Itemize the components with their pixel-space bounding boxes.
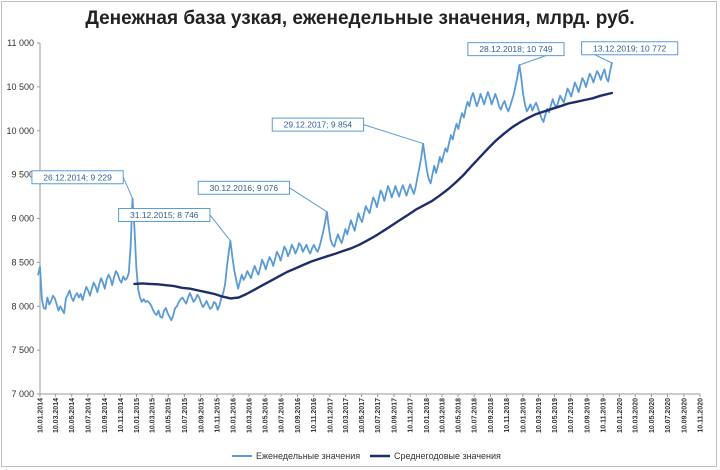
x-tick-label: 10.07.2016 — [279, 398, 286, 433]
annotation-label: 13.12.2019; 10 772 — [593, 43, 667, 53]
annotation-label: 28.12.2018; 10 749 — [479, 44, 553, 54]
x-tick-label: 10.11.2017 — [408, 398, 415, 433]
annotation-box — [31, 170, 124, 185]
annotation-label: 30.12.2016; 9 076 — [210, 183, 279, 193]
x-tick-label: 10.09.2020 — [681, 398, 688, 433]
y-tick-label: 7 500 — [11, 345, 34, 355]
x-tick-label: 10.05.2017 — [359, 398, 366, 433]
x-tick-label: 10.03.2019 — [536, 398, 543, 433]
x-axis-ticks: 10.01.2014 10.03.2014 10.05.2014 10.07.2014… — [38, 394, 705, 433]
y-tick-label: 10 500 — [6, 82, 34, 92]
x-tick-label: 10.11.2020 — [698, 398, 705, 433]
annual-average-line — [133, 91, 614, 300]
x-tick-label: 10.09.2015 — [198, 398, 205, 433]
y-tick-label: 8 500 — [11, 257, 34, 267]
annotation-box — [581, 41, 679, 56]
y-tick-label: 7 000 — [11, 389, 34, 399]
x-tick-label: 10.09.2019 — [585, 398, 592, 433]
x-tick-label: 10.07.2020 — [665, 398, 672, 433]
chart-title: Денежная база узкая, еженедельные значен… — [85, 8, 635, 29]
x-tick-label: 10.07.2015 — [182, 398, 189, 433]
x-tick-label: 10.11.2014 — [118, 398, 125, 433]
x-tick-label: 10.09.2016 — [295, 398, 302, 433]
x-tick-label: 10.05.2020 — [649, 398, 656, 433]
annotation-leader-line — [122, 177, 134, 199]
x-tick-label: 10.09.2017 — [392, 398, 399, 433]
x-tick-label: 10.09.2014 — [102, 398, 109, 433]
x-tick-label: 10.01.2015 — [134, 398, 141, 433]
y-tick-label: 10 000 — [6, 126, 34, 136]
x-tick-label: 10.03.2020 — [633, 398, 640, 433]
annotation-label: 31.12.2015; 8 746 — [130, 210, 199, 220]
x-tick-label: 10.07.2019 — [568, 398, 575, 433]
x-tick-label: 10.01.2019 — [520, 398, 527, 433]
x-tick-label: 10.03.2014 — [53, 398, 60, 433]
y-tick-label: 8 000 — [11, 301, 34, 311]
y-axis-ticks: 7 000 7 500 8 000 8 500 9 000 9 500 10 000 10 5… — [6, 38, 40, 399]
y-tick-label: 11 000 — [7, 38, 34, 48]
x-tick-label: 10.05.2016 — [263, 398, 270, 433]
x-tick-label: 10.03.2016 — [246, 398, 253, 433]
x-tick-label: 10.01.2014 — [38, 398, 45, 433]
legend-label-annual: Среднегодовые значения — [394, 451, 501, 461]
x-tick-label: 10.01.2018 — [424, 398, 431, 433]
x-tick-label: 10.09.2018 — [488, 398, 495, 433]
annotation-box — [197, 180, 291, 195]
x-tick-label: 10.05.2015 — [166, 398, 173, 433]
x-tick-label: 10.03.2015 — [150, 398, 157, 433]
x-tick-label: 10.03.2017 — [343, 398, 350, 433]
legend-label-weekly: Еженедельные значения — [256, 451, 360, 461]
annotation-leader-line — [363, 124, 424, 145]
series-layer — [37, 62, 614, 322]
x-tick-label: 10.03.2018 — [439, 398, 446, 433]
x-tick-label: 10.07.2018 — [472, 398, 479, 433]
annotation-box — [118, 207, 211, 222]
annotation-leader-line — [209, 214, 231, 242]
y-tick-label: 9 500 — [11, 170, 34, 180]
x-tick-label: 10.11.2019 — [601, 398, 608, 433]
x-tick-label: 10.11.2015 — [214, 398, 221, 433]
weekly-values-line — [37, 62, 613, 322]
x-tick-label: 10.01.2016 — [231, 398, 238, 433]
x-tick-label: 10.11.2016 — [311, 398, 318, 433]
annotation-label: 29.12.2017; 9 854 — [284, 120, 353, 130]
x-tick-label: 10.05.2019 — [552, 398, 559, 433]
annotation-layer: 26.12.2014; 9 229 31.12.2015; 8 746 30.12.… — [31, 41, 679, 242]
x-tick-label: 10.07.2014 — [85, 398, 92, 433]
annotation-label: 26.12.2014; 9 229 — [43, 172, 112, 182]
legend: Еженедельные значения Среднегодовые значе… — [232, 451, 501, 461]
x-tick-label: 10.05.2018 — [456, 398, 463, 433]
x-tick-label: 10.07.2017 — [375, 398, 382, 433]
x-tick-label: 10.01.2020 — [617, 398, 624, 433]
x-tick-label: 10.05.2014 — [69, 398, 76, 433]
x-tick-label: 10.01.2017 — [327, 398, 334, 433]
y-tick-label: 9 000 — [11, 214, 34, 224]
annotation-leader-line — [289, 187, 328, 213]
x-tick-label: 10.11.2018 — [504, 398, 511, 433]
annotation-box — [271, 117, 365, 132]
annotation-box — [467, 42, 565, 57]
